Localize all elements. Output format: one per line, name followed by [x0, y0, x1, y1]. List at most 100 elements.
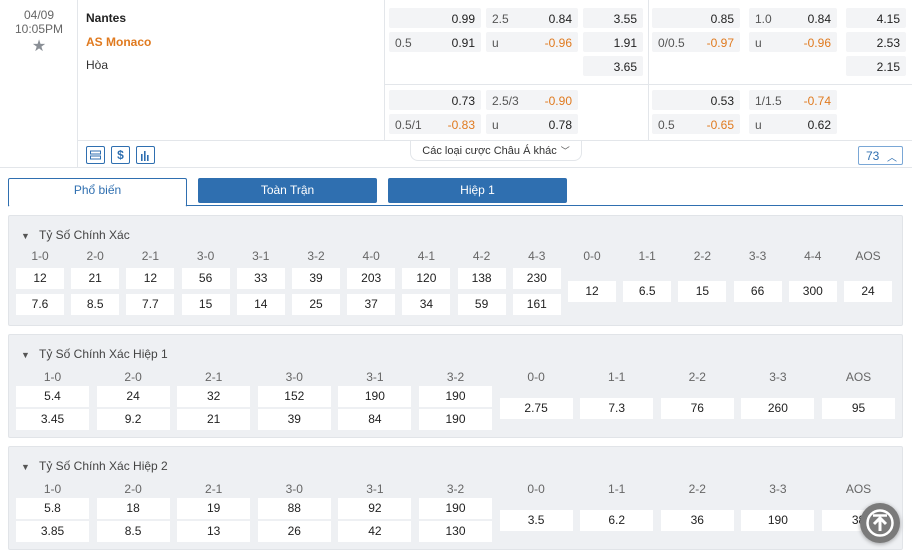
tab-popular[interactable]: Phổ biến	[8, 178, 187, 207]
odds-ou-under[interactable]: u -0.96	[486, 32, 578, 52]
tab-first-half[interactable]: Hiệp 1	[388, 178, 567, 203]
score-odds-draw[interactable]: 76	[660, 398, 734, 419]
score-odds-home[interactable]: 230	[512, 268, 561, 289]
score-odds-home[interactable]: 152	[257, 386, 331, 407]
score-odds-away[interactable]: 3.85	[16, 521, 89, 542]
home-team: Nantes	[86, 11, 127, 25]
score-odds-draw[interactable]: 300	[788, 281, 837, 302]
score-odds-home[interactable]: 19	[177, 498, 251, 519]
score-odds-draw[interactable]: 24	[844, 281, 892, 302]
score-odds-draw[interactable]: 3.5	[499, 510, 573, 531]
score-odds-away[interactable]: 14	[236, 294, 285, 315]
score-odds-draw[interactable]: 6.5	[623, 281, 672, 302]
score-odds-away[interactable]: 26	[257, 521, 331, 542]
score-odds-away[interactable]: 161	[512, 294, 561, 315]
odds-h1-hdp-away[interactable]: 0/0.5 -0.97	[652, 32, 740, 52]
score-odds-away[interactable]: 8.5	[96, 521, 170, 542]
odds-h1-1x2-home[interactable]: 4.15	[846, 8, 906, 28]
score-odds-draw[interactable]: 15	[678, 281, 727, 302]
panel-header[interactable]: ▼ Tỷ Số Chính Xác Hiệp 2	[21, 455, 168, 477]
score-odds-home[interactable]: 120	[402, 268, 451, 289]
odds-h1-alt-hdp-away[interactable]: 0.5 -0.65	[652, 114, 740, 134]
odds-h1-ou-over[interactable]: 1.0 0.84	[749, 8, 837, 28]
score-odds-away[interactable]: 21	[177, 409, 251, 430]
panel-header[interactable]: ▼ Tỷ Số Chính Xác Hiệp 1	[21, 343, 168, 365]
score-odds-away[interactable]: 7.6	[16, 294, 64, 315]
score-odds-home[interactable]: 18	[96, 498, 170, 519]
score-header: 0-0	[527, 482, 545, 496]
score-odds-home[interactable]: 56	[181, 268, 230, 289]
star-icon[interactable]: ★	[31, 38, 47, 55]
score-odds-home[interactable]: 190	[338, 386, 412, 407]
odds-hdp-home[interactable]: 0.99	[389, 8, 481, 28]
bar-chart-icon[interactable]	[136, 146, 155, 164]
score-odds-away[interactable]: 7.7	[126, 294, 175, 315]
score-odds-away[interactable]: 9.2	[96, 409, 170, 430]
odds-1x2-draw[interactable]: 3.65	[583, 56, 643, 76]
score-header: 2-2	[688, 370, 706, 384]
odds-h1-hdp-home[interactable]: 0.85	[652, 8, 740, 28]
score-odds-away[interactable]: 59	[457, 294, 506, 315]
score-odds-draw[interactable]: 6.2	[580, 510, 654, 531]
score-odds-away[interactable]: 39	[257, 409, 331, 430]
score-odds-away[interactable]: 84	[338, 409, 412, 430]
score-odds-away[interactable]: 130	[419, 521, 492, 542]
score-odds-away[interactable]: 3.45	[16, 409, 89, 430]
odds-h1-alt-hdp-home[interactable]: 0.53	[652, 90, 740, 110]
list-icon[interactable]	[86, 146, 105, 164]
score-odds-away[interactable]: 42	[338, 521, 412, 542]
score-odds-home[interactable]: 88	[257, 498, 331, 519]
score-header: 3-3	[769, 482, 787, 496]
score-odds-away[interactable]: 8.5	[71, 294, 120, 315]
score-odds-home[interactable]: 33	[236, 268, 285, 289]
score-odds-away[interactable]: 190	[419, 409, 492, 430]
odds-ou-over[interactable]: 2.5 0.84	[486, 8, 578, 28]
odds-alt-hdp-home[interactable]: 0.73	[389, 90, 481, 110]
odds-alt-hdp-away[interactable]: 0.5/1 -0.83	[389, 114, 481, 134]
score-odds-home[interactable]: 190	[419, 386, 492, 407]
score-odds-draw[interactable]: 190	[741, 510, 815, 531]
markets-count-button[interactable]: 73 ︿	[858, 146, 903, 165]
tab-full-match[interactable]: Toàn Trận	[198, 178, 377, 203]
score-header: AOS	[845, 370, 872, 384]
score-odds-away[interactable]: 37	[347, 294, 396, 315]
score-odds-draw[interactable]: 66	[733, 281, 782, 302]
score-odds-home[interactable]: 5.8	[16, 498, 89, 519]
odds-hdp-away[interactable]: 0.5 0.91	[389, 32, 481, 52]
score-odds-home[interactable]: 12	[16, 268, 64, 289]
score-odds-home[interactable]: 32	[177, 386, 251, 407]
score-odds-home[interactable]: 92	[338, 498, 412, 519]
score-odds-draw[interactable]: 260	[741, 398, 815, 419]
score-odds-draw[interactable]: 12	[568, 281, 616, 302]
odds-1x2-away[interactable]: 1.91	[583, 32, 643, 52]
back-to-top-button[interactable]	[860, 503, 900, 543]
score-odds-home[interactable]: 5.4	[16, 386, 89, 407]
score-odds-home[interactable]: 12	[126, 268, 175, 289]
score-odds-draw[interactable]: 7.3	[580, 398, 654, 419]
more-odds-toggle[interactable]: Các loại cược Châu Á khác ﹀	[410, 141, 582, 161]
score-header: 2-1	[205, 482, 223, 496]
odds-1x2-home[interactable]: 3.55	[583, 8, 643, 28]
score-odds-away[interactable]: 13	[177, 521, 251, 542]
score-odds-away[interactable]: 34	[402, 294, 451, 315]
dollar-icon[interactable]: $	[111, 146, 130, 164]
panel-header[interactable]: ▼ Tỷ Số Chính Xác	[21, 224, 130, 246]
score-odds-home[interactable]: 203	[347, 268, 396, 289]
odds-alt-ou-over[interactable]: 2.5/3 -0.90	[486, 90, 578, 110]
score-odds-home[interactable]: 190	[419, 498, 492, 519]
odds-alt-ou-under[interactable]: u 0.78	[486, 114, 578, 134]
odds-h1-1x2-draw[interactable]: 2.15	[846, 56, 906, 76]
score-odds-draw[interactable]: 36	[660, 510, 734, 531]
odds-h1-alt-ou-over[interactable]: 1/1.5 -0.74	[749, 90, 837, 110]
odds-h1-ou-under[interactable]: u -0.96	[749, 32, 837, 52]
score-odds-draw[interactable]: 2.75	[499, 398, 573, 419]
score-odds-away[interactable]: 25	[292, 294, 340, 315]
odds-h1-1x2-away[interactable]: 2.53	[846, 32, 906, 52]
score-odds-home[interactable]: 138	[457, 268, 506, 289]
score-odds-home[interactable]: 24	[96, 386, 170, 407]
score-odds-home[interactable]: 39	[292, 268, 340, 289]
score-odds-draw[interactable]: 95	[822, 398, 895, 419]
score-odds-home[interactable]: 21	[71, 268, 120, 289]
odds-h1-alt-ou-under[interactable]: u 0.62	[749, 114, 837, 134]
score-odds-away[interactable]: 15	[181, 294, 230, 315]
